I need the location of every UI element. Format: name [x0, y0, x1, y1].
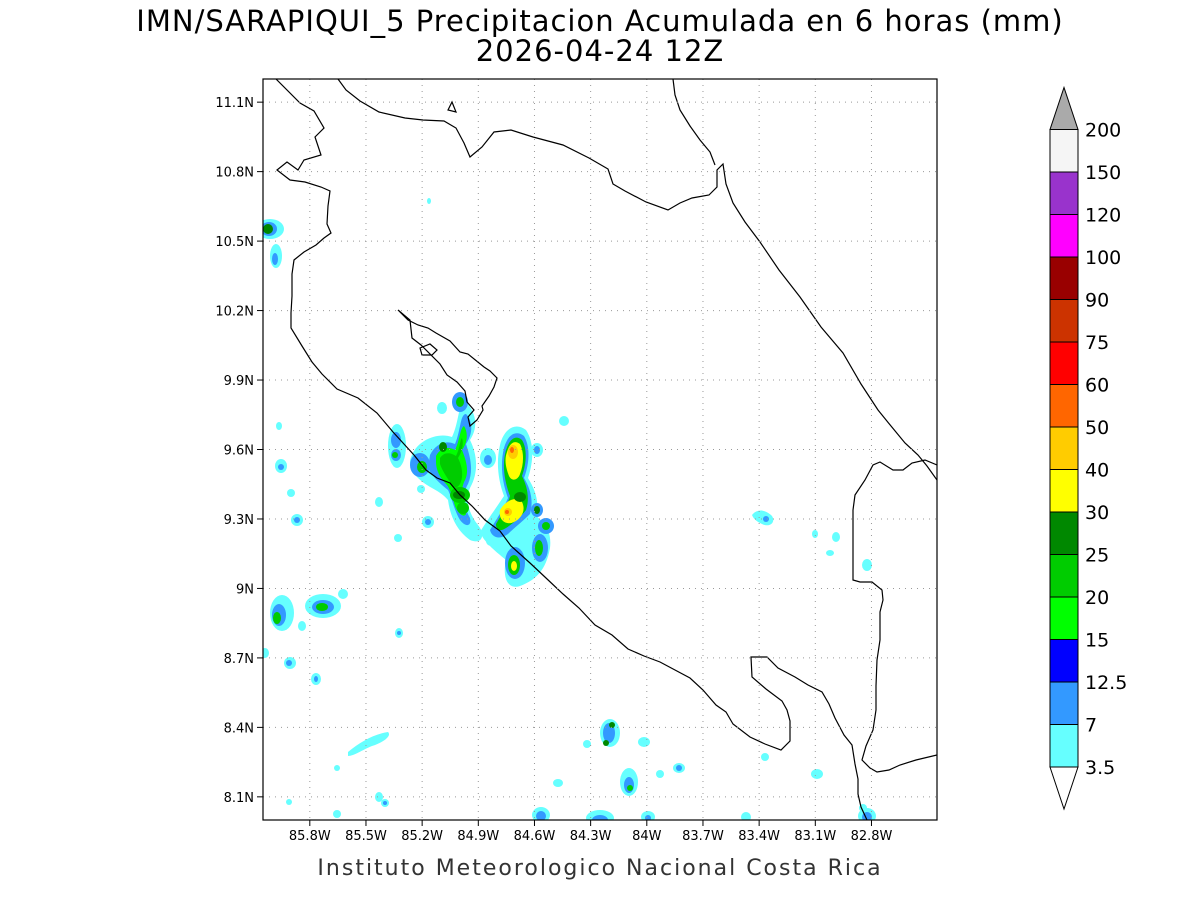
- map-subtitle-date: 2026-04-24 12Z: [475, 34, 725, 68]
- lat-tick-label: 8.4N: [224, 721, 254, 736]
- colorbar-label: 100: [1085, 247, 1121, 269]
- map-title: IMN/SARAPIQUI_5 Precipitacion Acumulada …: [136, 4, 1064, 38]
- lon-tick-label: 85.2W: [401, 829, 443, 844]
- colorbar-label: 200: [1085, 120, 1121, 142]
- lat-tick-label: 8.7N: [224, 652, 254, 667]
- precipitation-field: [263, 198, 876, 820]
- lon-tick-label: 84.3W: [570, 829, 612, 844]
- lon-tick-label: 84.9W: [457, 829, 499, 844]
- colorbar-segment: [1049, 426, 1079, 470]
- colorbar-label: 50: [1085, 417, 1109, 439]
- colorbar-segment: [1049, 639, 1079, 683]
- colorbar-segment: [1049, 724, 1079, 768]
- colorbar-segment: [1049, 681, 1079, 725]
- colorbar-label: 75: [1085, 332, 1109, 354]
- lon-tick-label: 84.6W: [514, 829, 556, 844]
- colorbar-segment: [1049, 469, 1079, 513]
- coastline: [275, 79, 937, 820]
- lon-tick-label: 85.5W: [345, 829, 387, 844]
- lat-tick-label: 10.5N: [215, 235, 254, 250]
- colorbar-segment: [1049, 299, 1079, 343]
- lat-tick-label: 9N: [236, 582, 254, 597]
- colorbar-segment: [1049, 129, 1079, 173]
- colorbar-label: 120: [1085, 205, 1121, 227]
- latitude-axis: 11.1N 10.8N 10.5N 10.2N 9.9N 9.6N 9.3N 9N 8.7N 8.…: [215, 96, 263, 806]
- colorbar-segment: [1049, 511, 1079, 555]
- lon-tick-label: 83.7W: [682, 829, 724, 844]
- colorbar-segment: [1049, 256, 1079, 300]
- colorbar-legend: 3.5 7 12.5 15 20 25 30 40 50 60 75 90 100 120 150 200: [1049, 85, 1127, 811]
- colorbar-segment: [1049, 171, 1079, 215]
- colorbar-label: 25: [1085, 545, 1109, 567]
- colorbar-label: 150: [1085, 162, 1121, 184]
- institution-footer: Instituto Meteorologico Nacional Costa R…: [317, 856, 883, 881]
- lon-tick-label: 82.8W: [851, 829, 893, 844]
- colorbar-label: 60: [1085, 375, 1109, 397]
- lon-tick-label: 84W: [632, 829, 662, 844]
- lon-tick-label: 83.1W: [794, 829, 836, 844]
- lat-tick-label: 9.3N: [224, 513, 254, 528]
- colorbar-label: 7: [1085, 715, 1097, 737]
- lon-tick-label: 83.4W: [738, 829, 780, 844]
- lat-tick-label: 9.6N: [224, 444, 254, 459]
- colorbar-label: 20: [1085, 587, 1109, 609]
- colorbar-label: 15: [1085, 630, 1109, 652]
- colorbar-label: 90: [1085, 290, 1109, 312]
- colorbar-segment: [1049, 214, 1079, 258]
- colorbar-label: 3.5: [1085, 757, 1115, 779]
- colorbar-label: 30: [1085, 502, 1109, 524]
- colorbar-segment: [1049, 596, 1079, 640]
- lat-tick-label: 8.1N: [224, 791, 254, 806]
- colorbar-label: 12.5: [1085, 672, 1127, 694]
- lat-tick-label: 10.8N: [215, 166, 254, 181]
- lat-tick-label: 10.2N: [215, 305, 254, 320]
- colorbar-segment: [1049, 554, 1079, 598]
- colorbar-segment: [1049, 384, 1079, 428]
- colorbar-segment: [1049, 341, 1079, 385]
- lat-tick-label: 11.1N: [215, 96, 254, 111]
- lon-tick-label: 85.8W: [289, 829, 331, 844]
- lat-tick-label: 9.9N: [224, 374, 254, 389]
- colorbar-min-arrow: [1049, 766, 1079, 811]
- colorbar-max-arrow: [1049, 85, 1079, 130]
- longitude-axis: 85.8W 85.5W 85.2W 84.9W 84.6W 84.3W 84W 83.7W 83…: [289, 820, 893, 844]
- lat-lon-grid: [263, 79, 937, 820]
- colorbar-label: 40: [1085, 460, 1109, 482]
